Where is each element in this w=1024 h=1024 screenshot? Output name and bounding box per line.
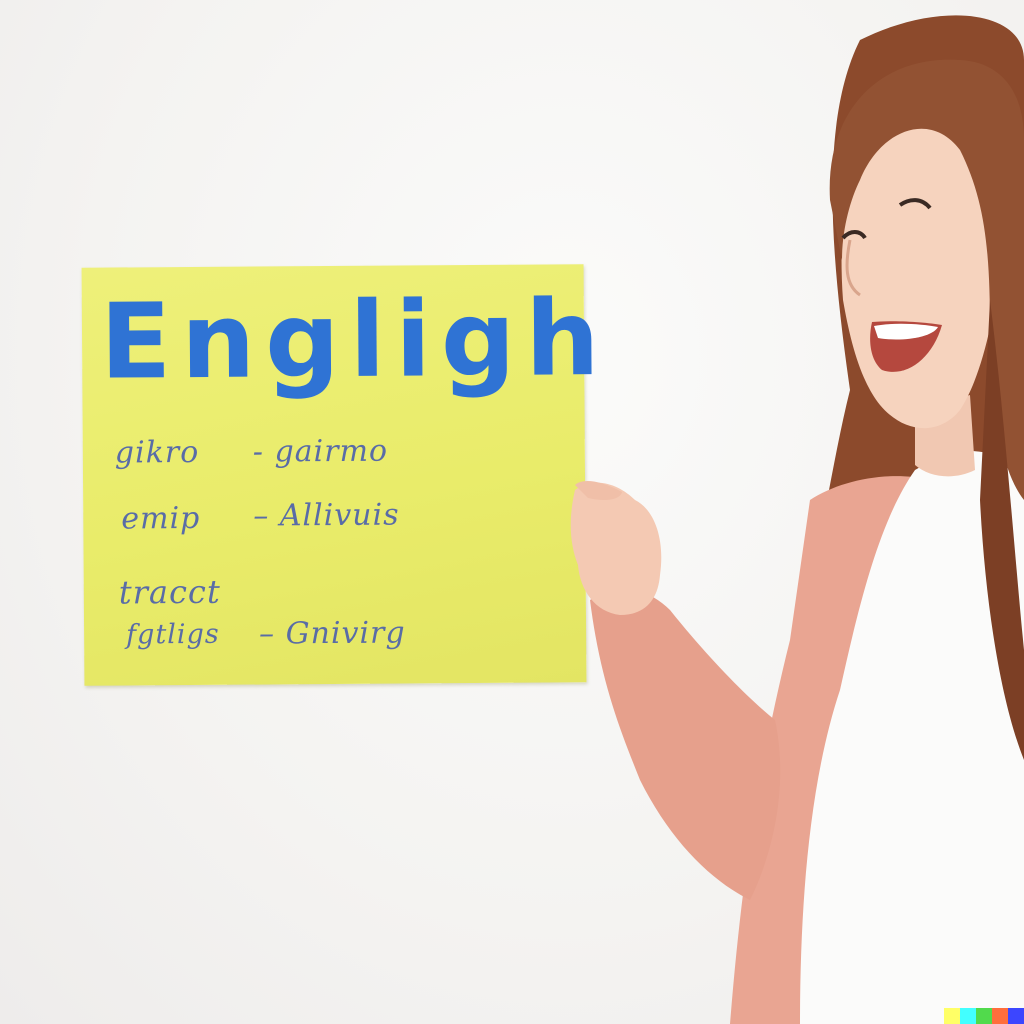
handwritten-sep: – (258, 616, 276, 652)
watermark-swatch (944, 1008, 960, 1024)
poster-title: Engligh (99, 277, 610, 403)
handwritten-sep: – (253, 498, 270, 534)
smiling-woman (570, 15, 1024, 1024)
pointing-hand (570, 482, 662, 615)
yellow-poster: Engligh gikro - gairmo emip – Allivuis t… (81, 264, 610, 686)
handwritten-word: – Gnivirg (259, 616, 406, 652)
teeth (874, 323, 938, 340)
dalle-watermark (944, 1008, 1024, 1024)
nose (845, 239, 861, 297)
watermark-swatch (992, 1008, 1008, 1024)
handwritten-word: Allivuis (279, 497, 400, 534)
handwritten-word: tracct (118, 572, 221, 612)
finger (575, 480, 622, 500)
eye (898, 198, 932, 210)
handwritten-word: - gairmo (253, 434, 388, 470)
handwritten-word: Gnivirg (285, 615, 406, 652)
watermark-swatch (960, 1008, 976, 1024)
handwritten-sep: - (252, 434, 265, 470)
handwritten-word: gikro (114, 434, 200, 471)
eye (841, 230, 867, 240)
watermark-swatch (1008, 1008, 1024, 1024)
hair-bangs (829, 59, 1024, 500)
handwritten-word: – Allivuis (253, 498, 400, 534)
watermark-swatch (976, 1008, 992, 1024)
white-shirt (800, 451, 1024, 1024)
handwritten-word: fgtligs (126, 618, 220, 651)
hair-strand (980, 300, 1024, 760)
handwritten-word: gairmo (274, 433, 389, 470)
cardigan-sleeve (590, 589, 781, 900)
handwritten-word: emip (121, 500, 201, 537)
